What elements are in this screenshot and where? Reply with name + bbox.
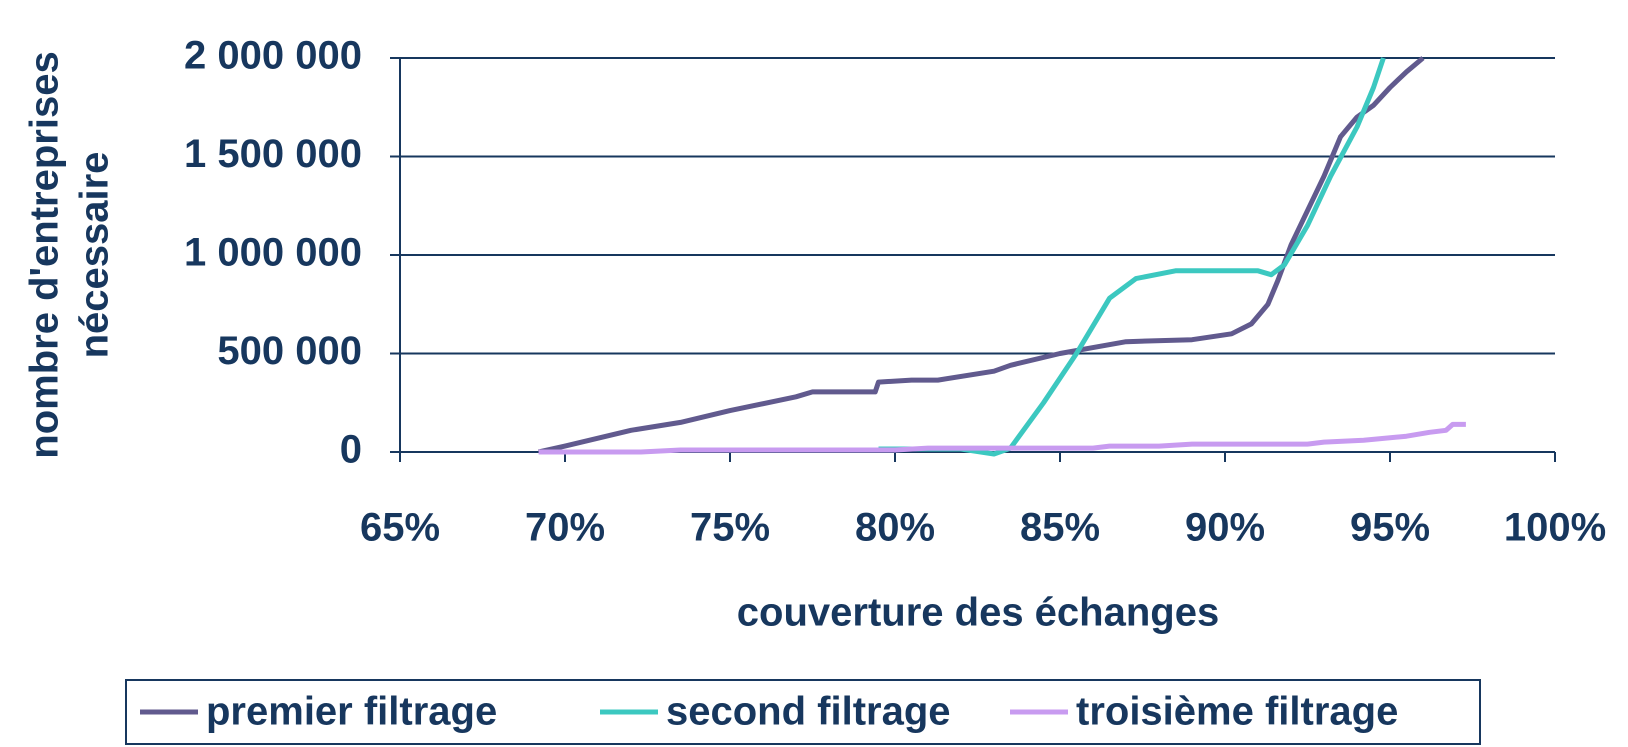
y-tick-label: 2 000 000 — [184, 34, 362, 78]
x-tick-label: 65% — [360, 506, 440, 550]
x-tick-label: 100% — [1504, 506, 1606, 550]
y-tick-label: 1 500 000 — [184, 132, 362, 176]
x-axis-title: couverture des échanges — [737, 591, 1219, 635]
legend-label: troisième filtrage — [1076, 690, 1398, 734]
y-tick-label: 500 000 — [217, 329, 362, 373]
x-tick-label: 90% — [1185, 506, 1265, 550]
x-tick-label: 95% — [1350, 506, 1430, 550]
y-axis-title: nombre d'entreprises nécessaire — [23, 51, 117, 458]
x-tick-label: 70% — [525, 506, 605, 550]
series-line — [538, 56, 1425, 455]
series-line — [538, 421, 1466, 455]
y-tick-label: 0 — [340, 428, 362, 472]
x-tick-label: 80% — [855, 506, 935, 550]
legend-box — [125, 679, 1481, 745]
y-axis-title-line: nécessaire — [73, 152, 117, 359]
x-tick-label: 75% — [690, 506, 770, 550]
y-tick-label: 1 000 000 — [184, 231, 362, 275]
x-tick-label: 85% — [1020, 506, 1100, 550]
y-axis-title-line: nombre d'entreprises — [23, 51, 67, 458]
legend-label: premier filtrage — [206, 690, 497, 734]
legend-label: second filtrage — [666, 690, 951, 734]
